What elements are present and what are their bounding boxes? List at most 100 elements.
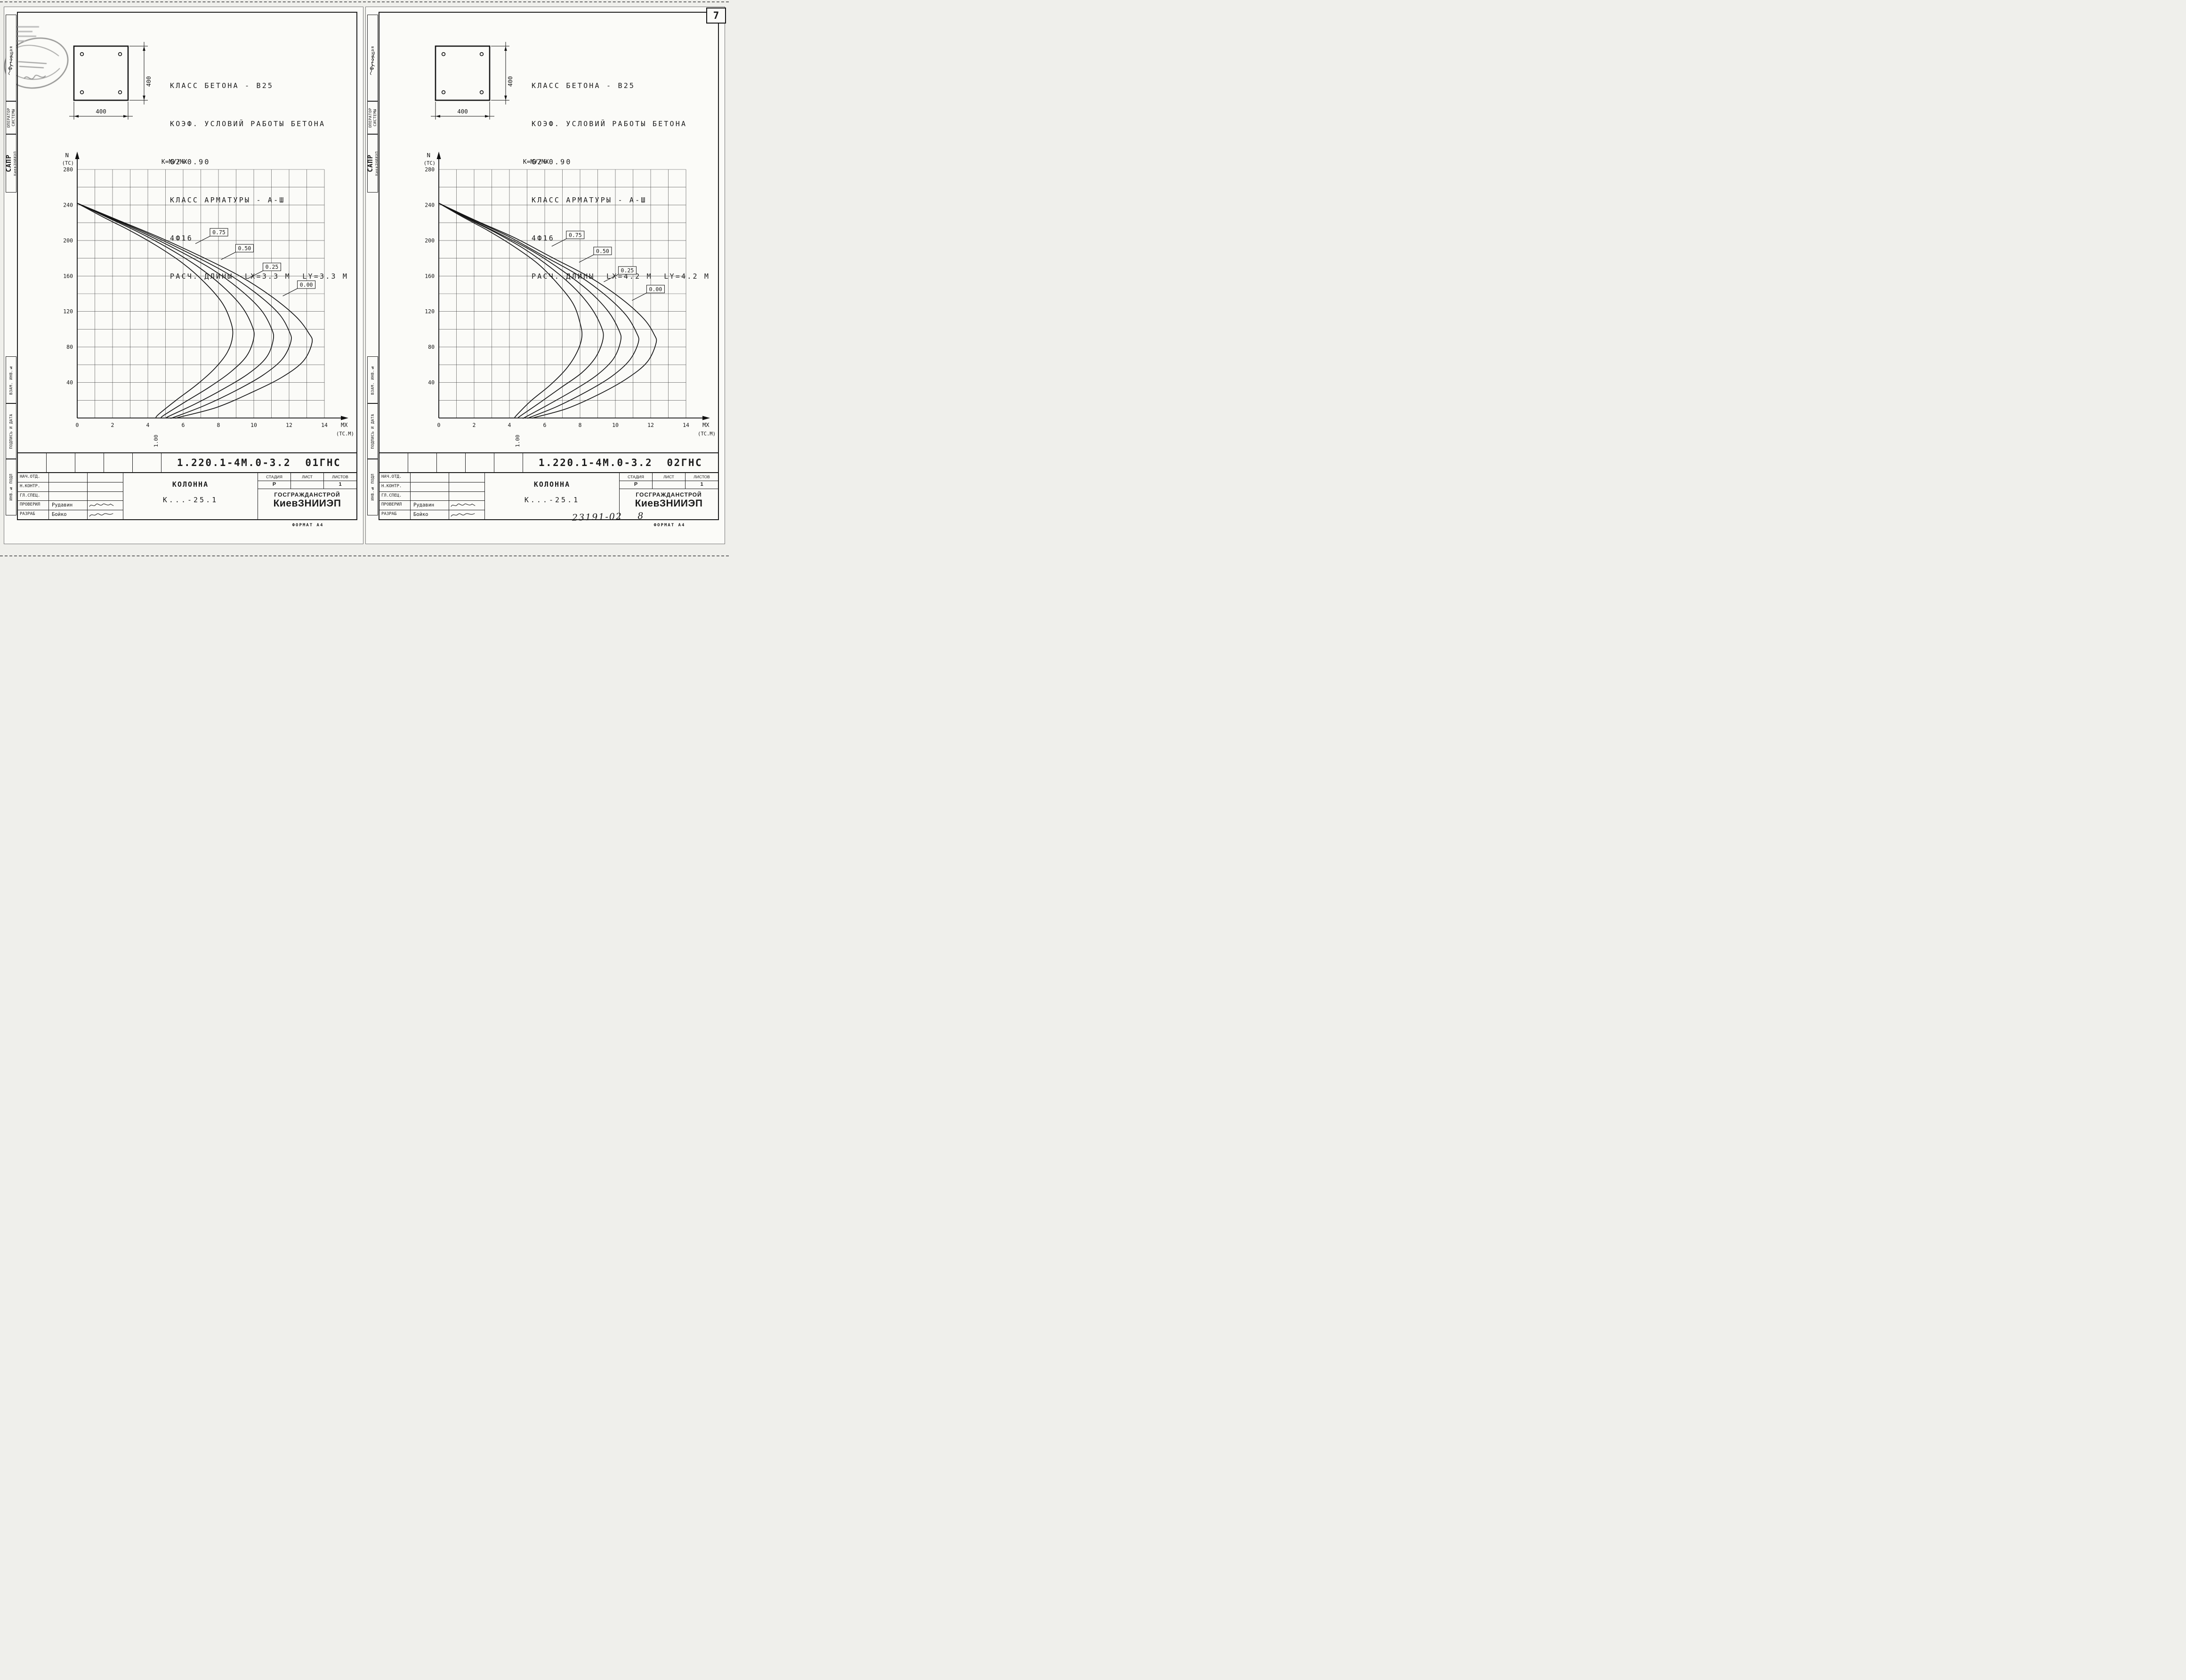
svg-text:400: 400 [457, 108, 468, 115]
sheets-count-value: 1 [339, 482, 342, 487]
spec-line: КЛАСС АРМАТУРЫ - А-Ш [170, 196, 285, 204]
sidebar-label: КиевЗНИИЭП [13, 151, 16, 176]
row-signature-cell [88, 492, 123, 501]
format-label: ФОРМАТ А4 [653, 523, 686, 528]
project-code: К...-25.1 [524, 496, 580, 504]
svg-text:8: 8 [217, 422, 220, 428]
spec-line: G2=0.90 [170, 158, 210, 166]
spec-line: КОЭФ. УСЛОВИЙ РАБОТЫ БЕТОНА [170, 120, 326, 128]
organization-cell: ГОСГРАЖДАНСТРОЙ КиевЗНИИЭП [620, 489, 718, 519]
svg-text:10: 10 [612, 422, 619, 428]
sidebar-stamp-podpis-data: ПОДПИСЬ И ДАТА [367, 403, 378, 459]
svg-text:0: 0 [437, 422, 441, 428]
page-number-box: 7 [706, 8, 726, 24]
svg-text:6: 6 [543, 422, 547, 428]
column-cross-section: 400 400 [69, 42, 152, 120]
svg-text:2: 2 [111, 422, 114, 428]
sidebar-label: ИНВ.№ ПОДЛ [371, 474, 375, 501]
sheet-01gns: Футорная ОПЕРАТОР СИСТЕМЫ САПР КиевЗНИИЭ… [4, 7, 363, 544]
row-label: Н.КОНТР. [18, 482, 49, 491]
signature-icon [451, 504, 476, 507]
org-name-line2: КиевЗНИИЭП [635, 498, 703, 509]
row-label: ПРОВЕРИЛ [18, 501, 49, 510]
signature-icon [89, 504, 114, 507]
stage-header: СТАДИЯ [620, 473, 653, 481]
sheet-02gns: Футорная ОПЕРАТОР СИСТЕМЫ САПР КиевЗНИИЭ… [365, 7, 725, 544]
svg-text:1.00: 1.00 [153, 435, 159, 448]
row-name [411, 491, 449, 501]
svg-text:(ТС): (ТС) [62, 161, 74, 166]
svg-text:N: N [427, 152, 430, 159]
title-block: НАЧ.ОТД. Н.КОНТР. ГЛ.СПЕЦ. ПРОВЕРИЛ Руда [379, 472, 719, 520]
spec-line: 4Ф16 [170, 234, 193, 242]
sidebar-label: ИНВ.№ ПОДЛ [9, 474, 13, 501]
interaction-chart: 40 80 120 160 200 240 280 0 2 4 6 8 10 12 14 N (ТС) МХ (ТС… [424, 152, 716, 448]
svg-text:0.75: 0.75 [569, 232, 582, 238]
svg-text:6: 6 [182, 422, 185, 428]
svg-text:280: 280 [425, 166, 435, 173]
sheet-header: ЛИСТ [291, 473, 324, 481]
svg-text:14: 14 [683, 422, 689, 428]
project-title: КОЛОННА [533, 480, 571, 489]
svg-text:МХ: МХ [702, 422, 710, 428]
stage-value: Р [620, 481, 653, 489]
spec-line: 4Ф16 [532, 234, 555, 242]
spec-text-block: КЛАСС БЕТОНА - В25 КОЭФ. УСЛОВИЙ РАБОТЫ … [532, 54, 710, 308]
svg-text:К=МУ/МХ: К=МУ/МХ [523, 159, 549, 166]
signature-icon [8, 51, 13, 75]
svg-text:280: 280 [63, 166, 73, 173]
svg-text:10: 10 [250, 422, 257, 428]
svg-text:160: 160 [425, 273, 435, 279]
stage-value: Р [258, 481, 291, 489]
row-label: ГЛ.СПЕЦ. [18, 491, 49, 501]
table-row: РАЗРАБ Бойко [379, 510, 484, 519]
sidebar-stamp-operator: ОПЕРАТОР СИСТЕМЫ [6, 101, 16, 134]
svg-text:8: 8 [579, 422, 582, 428]
svg-text:14: 14 [321, 422, 328, 428]
stage-values-row: Р 1 [620, 481, 718, 489]
scanned-drawing: Футорная ОПЕРАТОР СИСТЕМЫ САПР КиевЗНИИЭ… [0, 0, 729, 560]
stage-header-row: СТАДИЯ ЛИСТ ЛИСТОВ [258, 473, 356, 481]
row-signature-cell [88, 482, 123, 491]
revision-cell [437, 453, 466, 472]
svg-text:0.00: 0.00 [300, 281, 313, 288]
svg-text:12: 12 [286, 422, 292, 428]
ink-stamp [4, 26, 69, 89]
sidebar-label: САПР [6, 154, 13, 172]
sidebar-label: САПР [367, 154, 374, 172]
svg-text:40: 40 [66, 379, 73, 386]
row-name: Бойко [411, 510, 449, 519]
row-label: НАЧ.ОТД. [18, 473, 49, 482]
sidebar-stamp-futornaya: Футорная [6, 15, 16, 101]
svg-text:80: 80 [428, 344, 435, 350]
svg-text:0.00: 0.00 [649, 286, 662, 292]
svg-text:N: N [65, 152, 69, 159]
format-label: ФОРМАТ А4 [292, 523, 324, 528]
sidebar-stamp-podpis-data: ПОДПИСЬ И ДАТА [6, 403, 16, 459]
row-name [49, 482, 88, 491]
svg-text:80: 80 [66, 344, 73, 350]
revision-cell [75, 453, 104, 472]
doc-number: 1.220.1-4М.0-3.2 02ГНС [538, 457, 703, 468]
row-name: Бойко [49, 510, 88, 519]
row-name [49, 491, 88, 501]
svg-text:200: 200 [63, 237, 73, 244]
svg-text:0.50: 0.50 [238, 245, 251, 252]
revision-cell [494, 453, 523, 472]
org-name-line1: ГОСГРАЖДАНСТРОЙ [636, 491, 702, 498]
sheets-count-value: 1 [700, 482, 703, 487]
svg-text:(ТС): (ТС) [424, 161, 436, 166]
svg-text:400: 400 [145, 76, 152, 87]
svg-text:1.00: 1.00 [515, 435, 521, 448]
svg-text:40: 40 [428, 379, 435, 386]
stage-org-cell: СТАДИЯ ЛИСТ ЛИСТОВ Р 1 ГОСГРАЖДАНСТРОЙ К… [620, 473, 718, 519]
org-name-line2: КиевЗНИИЭП [273, 498, 341, 509]
sidebar-stamp-inv-podl: ИНВ.№ ПОДЛ [367, 459, 378, 515]
svg-text:4: 4 [146, 422, 150, 428]
sidebar-stamp-vzam-inv: ВЗАМ. ИНВ.№ [6, 356, 16, 403]
page-number: 7 [713, 10, 719, 21]
table-row: НАЧ.ОТД. [18, 473, 123, 482]
spec-line: КОЭФ. УСЛОВИЙ РАБОТЫ БЕТОНА [532, 120, 687, 128]
table-row: Н.КОНТР. [379, 482, 484, 492]
svg-text:160: 160 [63, 273, 73, 279]
